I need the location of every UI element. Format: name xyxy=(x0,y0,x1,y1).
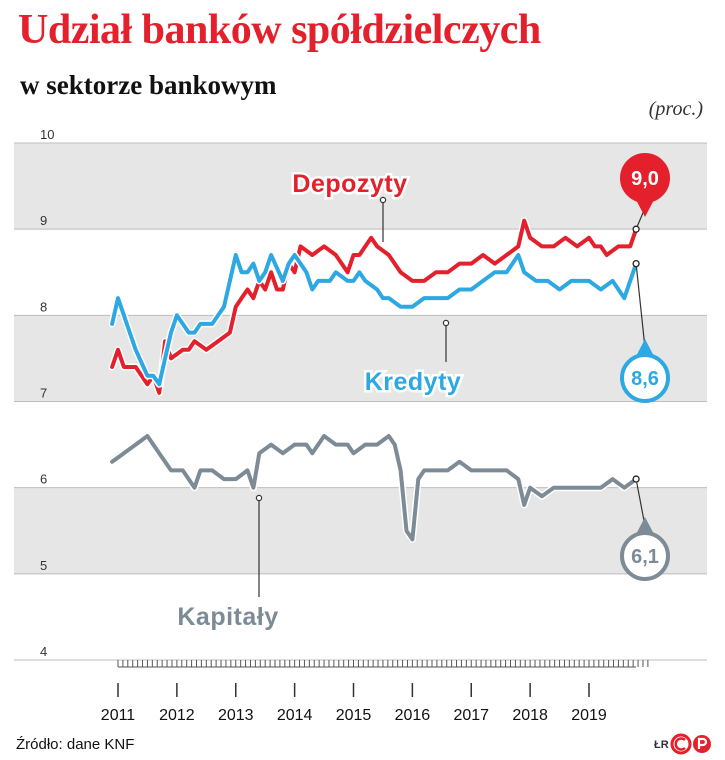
x-tick-label: 2017 xyxy=(453,707,489,724)
grid-band xyxy=(14,143,707,230)
kredyty-label: Kredyty xyxy=(365,368,462,396)
y-tick-label: 6 xyxy=(40,472,47,487)
depozyty-end-pin: 9,0 xyxy=(620,153,670,233)
unit-label: (proc.) xyxy=(648,98,703,120)
x-tick-label: 2018 xyxy=(512,707,548,724)
end-dot xyxy=(632,475,640,483)
pin-value: 6,1 xyxy=(631,546,659,568)
source-note: Źródło: dane KNF xyxy=(16,736,135,753)
author-credit: ŁR xyxy=(654,739,669,751)
chart-title: Udział banków spółdzielczych xyxy=(18,7,541,53)
pin-leader xyxy=(635,478,646,527)
depozyty-label-anchor-dot xyxy=(379,196,387,204)
kredyty-end-pin: 8,6 xyxy=(620,259,670,403)
kredyty-line xyxy=(110,253,639,387)
x-tick-label: 2019 xyxy=(571,707,607,724)
y-tick-label: 5 xyxy=(40,558,47,573)
y-tick-label: 8 xyxy=(40,299,47,314)
pin-circle xyxy=(620,153,670,203)
cp-logo xyxy=(670,733,711,755)
depozyty-line xyxy=(110,218,639,395)
x-tick-label: 2013 xyxy=(218,707,254,724)
pin-value: 9,0 xyxy=(631,168,659,190)
pin-circle xyxy=(620,531,670,581)
depozyty-label: Depozyty xyxy=(292,170,407,198)
kapitaly-end-pin: 6,1 xyxy=(620,475,670,581)
x-tick-label: 2011 xyxy=(101,707,136,724)
end-dot xyxy=(632,225,640,233)
x-tick-label: 2015 xyxy=(336,707,372,724)
kredyty-label-anchor-dot xyxy=(442,319,450,327)
y-tick-label: 4 xyxy=(40,644,47,659)
kapitaly-label-anchor-dot xyxy=(255,494,263,502)
y-tick-label: 7 xyxy=(40,386,47,401)
y-tick-label: 10 xyxy=(40,127,54,142)
chart-subtitle: w sektorze bankowym xyxy=(20,70,277,100)
x-tick-label: 2012 xyxy=(159,707,195,724)
pin-circle xyxy=(620,353,670,403)
x-tick-label: 2016 xyxy=(395,707,431,724)
grid-band xyxy=(14,487,707,574)
x-tick-label: 2014 xyxy=(277,707,313,724)
pin-leader xyxy=(635,263,646,349)
y-tick-label: 9 xyxy=(40,213,47,228)
kapitaly-line xyxy=(110,434,639,542)
kapitaly-label: Kapitały xyxy=(177,603,278,631)
end-dot xyxy=(632,259,640,268)
pin-value: 8,6 xyxy=(631,368,659,390)
